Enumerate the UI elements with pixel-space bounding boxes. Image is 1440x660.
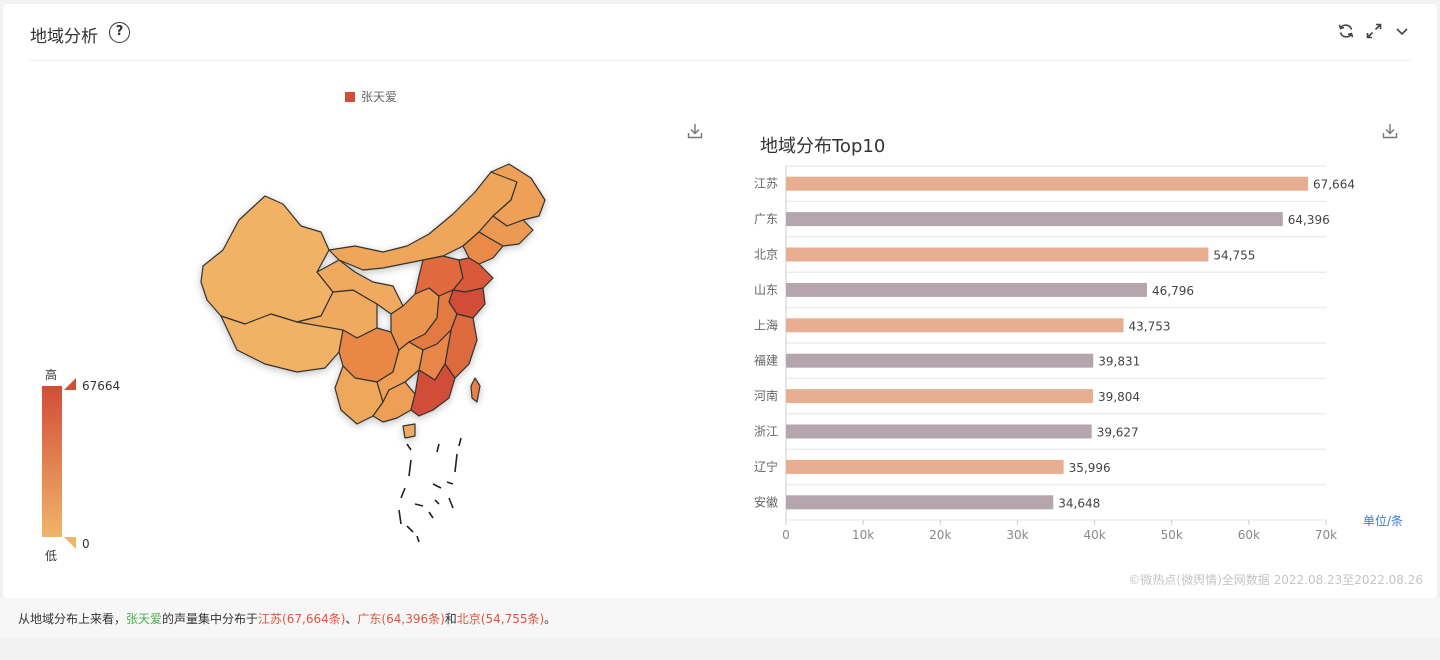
card-header: 地域分析 ?	[3, 4, 1437, 62]
value-label: 67,664	[1313, 178, 1355, 192]
category-label: 广东	[754, 212, 778, 226]
x-tick-label: 70k	[1315, 528, 1337, 542]
region-analysis-card: 地域分析 ? 张天爱	[3, 4, 1437, 598]
data-source-note: ©微热点(微舆情)全网数据 2022.08.23至2022.08.26	[1128, 573, 1423, 587]
region-hainan[interactable]	[402, 423, 416, 439]
category-label: 浙江	[754, 425, 778, 439]
visual-map-max-value: 67664	[82, 379, 121, 393]
category-label: 辽宁	[754, 459, 778, 474]
bar-5[interactable]	[786, 353, 1094, 368]
bar-8[interactable]	[786, 459, 1064, 474]
category-label: 北京	[754, 248, 778, 262]
top10-bar-chart: 江苏 67,664 广东 64,396 北京 54,755 山东 46,796 上海 43,753…	[754, 165, 1355, 542]
summary-item-3: 北京(54,755条)	[456, 612, 545, 626]
category-label: 福建	[754, 353, 778, 368]
visual-map-top-handle[interactable]	[64, 378, 78, 390]
bar-7[interactable]	[786, 424, 1092, 439]
region-guangdong[interactable]	[410, 363, 456, 417]
value-label: 46,796	[1152, 284, 1194, 298]
south-china-sea-islands	[398, 437, 462, 543]
value-label: 39,627	[1097, 426, 1139, 440]
x-tick-label: 20k	[929, 528, 951, 542]
china-map[interactable]	[193, 154, 563, 546]
summary-name: 张天爱	[126, 612, 163, 626]
summary-item-1: 江苏(67,664条)	[258, 612, 346, 626]
visual-map-min-value: 0	[82, 537, 90, 551]
summary-end: 。	[544, 612, 557, 626]
x-tick-label: 40k	[1083, 528, 1105, 542]
x-tick-label: 30k	[1006, 528, 1028, 542]
value-label: 54,755	[1213, 249, 1255, 263]
category-label: 河南	[754, 388, 778, 403]
value-label: 39,804	[1098, 390, 1140, 404]
summary-middle: 的声量集中分布于	[162, 612, 259, 626]
region-xinjiang[interactable]	[200, 195, 334, 325]
map-legend[interactable]: 张天爱	[345, 88, 397, 105]
chart-unit-label: 单位/条	[1363, 514, 1404, 528]
visual-map-low-label: 低	[45, 549, 58, 563]
summary-sep: 、	[345, 612, 358, 626]
x-tick-label: 60k	[1238, 528, 1260, 542]
bar-2[interactable]	[786, 247, 1209, 262]
bar-6[interactable]	[786, 389, 1094, 404]
x-tick-label: 50k	[1161, 528, 1183, 542]
summary-and: 和	[444, 612, 457, 626]
visual-map-bottom-handle[interactable]	[64, 537, 78, 549]
bar-3[interactable]	[786, 282, 1147, 297]
refresh-icon[interactable]	[1337, 22, 1355, 40]
visual-map-high-label: 高	[45, 368, 58, 382]
value-label: 64,396	[1288, 213, 1330, 227]
help-icon[interactable]: ?	[109, 22, 130, 43]
value-label: 43,753	[1129, 319, 1171, 333]
map-legend-label: 张天爱	[361, 90, 398, 104]
value-label: 34,648	[1058, 496, 1100, 510]
header-divider	[30, 60, 1410, 61]
category-label: 江苏	[754, 177, 778, 191]
card-title: 地域分析	[30, 27, 98, 47]
chevron-down-icon[interactable]	[1393, 22, 1411, 40]
expand-icon[interactable]	[1365, 22, 1383, 40]
summary-prefix: 从地域分布上来看，	[18, 612, 127, 626]
value-label: 39,831	[1098, 355, 1140, 369]
category-label: 上海	[754, 317, 778, 332]
summary-item-2: 广东(64,396条)	[357, 612, 445, 626]
bar-9[interactable]	[786, 495, 1054, 510]
region-liaoning[interactable]	[462, 231, 504, 265]
chart-title: 地域分布Top10	[760, 136, 886, 157]
bar-4[interactable]	[786, 318, 1124, 333]
visual-map-gradient-bar[interactable]	[42, 386, 62, 537]
category-label: 安徽	[754, 494, 778, 509]
value-label: 35,996	[1069, 461, 1111, 475]
category-label: 山东	[754, 283, 778, 297]
x-tick-label: 10k	[852, 528, 874, 542]
bar-1[interactable]	[786, 212, 1283, 227]
region-taiwan[interactable]	[470, 377, 481, 403]
map-download-icon[interactable]	[686, 122, 704, 140]
map-legend-swatch	[345, 91, 355, 102]
chart-download-icon[interactable]	[1381, 122, 1399, 140]
x-tick-label: 0	[782, 528, 790, 542]
summary-text: 从地域分布上来看，张天爱的声量集中分布于江苏(67,664条)、广东(64,39…	[18, 610, 556, 627]
bar-0[interactable]	[786, 176, 1308, 191]
summary-footer: 从地域分布上来看，张天爱的声量集中分布于江苏(67,664条)、广东(64,39…	[0, 598, 1440, 638]
header-toolbar	[1337, 22, 1411, 40]
visual-map[interactable]: 高 67664 0 低	[39, 364, 159, 564]
